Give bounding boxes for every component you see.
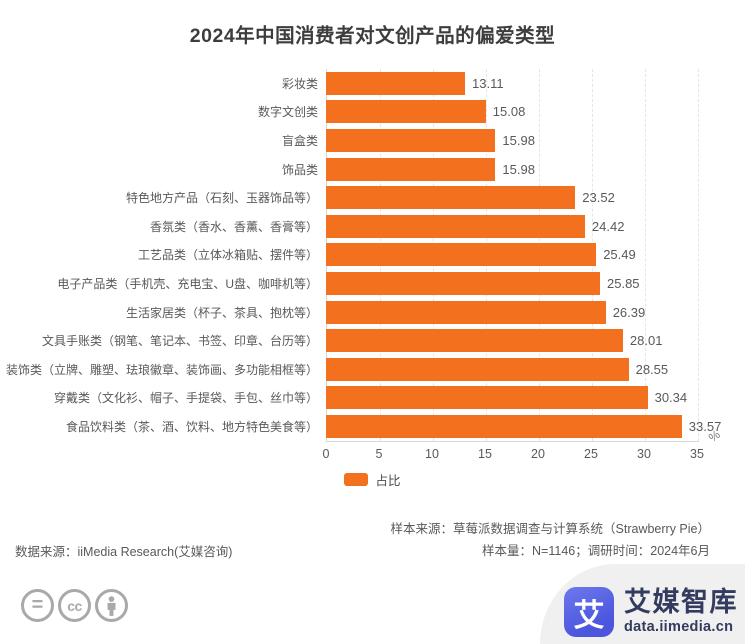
bar (326, 329, 623, 353)
value-label: 25.49 (603, 247, 636, 263)
bar-row: 香氛类（香水、香薰、香膏等） 24.42 (0, 212, 745, 241)
legend: 占比 (0, 470, 745, 489)
value-label: 28.55 (635, 361, 669, 377)
bar (326, 357, 629, 381)
bar-row: 彩妆类 13.11 (0, 69, 745, 98)
bar (326, 271, 600, 295)
value-label: 13.11 (472, 75, 504, 91)
bar-row: 盲盒类 15.98 (0, 126, 745, 155)
value-label: 28.01 (629, 333, 663, 349)
bar-row: 特色地方产品（石刻、玉器饰品等） 23.52 (0, 183, 745, 212)
value-label: 15.98 (502, 132, 535, 148)
bar-row: 文具手账类（钢笔、笔记本、书签、印章、台历等） 28.01 (0, 326, 745, 355)
bar (326, 100, 486, 124)
bar-row: 生活家居类（杯子、茶具、抱枕等） 26.39 (0, 298, 745, 327)
x-tick-label: 5 (375, 447, 383, 461)
brand-name: 艾媒智库 (624, 587, 738, 617)
category-label: 装饰类（立牌、雕塑、珐琅徽章、装饰画、多功能相框等） (5, 362, 318, 377)
brand-domain: data.iimedia.cn (624, 619, 734, 635)
category-label: 盲盒类 (281, 133, 318, 148)
bar (326, 414, 682, 438)
cc-license-icons: = cc (21, 589, 128, 622)
value-label: 24.42 (591, 218, 625, 234)
category-label: 特色地方产品（石刻、玉器饰品等） (125, 191, 318, 206)
equals-icon: = (21, 589, 54, 622)
bar (326, 243, 597, 267)
category-label: 生活家居类（杯子、茶具、抱枕等） (125, 305, 318, 320)
legend-label: 占比 (375, 474, 401, 488)
value-label: 15.98 (502, 161, 535, 177)
value-label: 25.85 (607, 275, 640, 291)
x-tick-label: 10 (425, 447, 439, 461)
category-label: 数字文创类 (257, 105, 318, 120)
iimedia-logo-icon: 艾 (564, 587, 614, 637)
bar (326, 386, 648, 410)
category-label: 彩妆类 (281, 76, 318, 91)
legend-swatch (344, 473, 369, 486)
gridline (698, 69, 699, 441)
value-label: 23.52 (582, 190, 615, 206)
gridline (645, 69, 646, 441)
cc-icon: cc (58, 589, 91, 622)
x-tick-label: 15 (478, 447, 492, 461)
value-label: 15.08 (492, 104, 526, 120)
x-tick-label: 35 (690, 447, 704, 461)
bar (326, 214, 585, 238)
bar-row: 装饰类（立牌、雕塑、珐琅徽章、装饰画、多功能相框等） 28.55 (0, 355, 745, 384)
category-label: 文具手账类（钢笔、笔记本、书签、印章、台历等） (41, 334, 318, 349)
bar-rows: 彩妆类 13.11 数字文创类 15.08 盲盒类 15.98 饰品类 15.98 特色地方产品… (0, 69, 745, 441)
bar-row: 穿戴类（文化衫、帽子、手提袋、手包、丝巾等） 30.34 (0, 384, 745, 413)
x-tick-label: 0 (322, 447, 330, 461)
sample-size-note: 样本量：N=1146；调研时间：2024年6月 (482, 544, 710, 558)
brand-logo: 艾 艾媒智库 data.iimedia.cn (564, 587, 738, 637)
bar (326, 71, 465, 95)
data-source-note: 数据来源：iiMedia Research(艾媒咨询) (15, 545, 233, 559)
sample-source-note: 样本来源：草莓派数据调查与计算系统（Strawberry Pie） (390, 522, 710, 536)
x-tick-label: 30 (637, 447, 651, 461)
bar-row: 电子产品类（手机壳、充电宝、U盘、咖啡机等） 25.85 (0, 269, 745, 298)
bar-row: 食品饮料类（茶、酒、饮料、地方特色美食等） 33.57 (0, 412, 745, 441)
category-label: 工艺品类（立体冰箱贴、摆件等） (137, 248, 318, 263)
x-axis-ticks: 0 5 10 15 20 25 30 35 (0, 447, 745, 463)
category-label: 食品饮料类（茶、酒、饮料、地方特色美食等） (65, 419, 318, 434)
value-label: 30.34 (654, 390, 688, 406)
value-label: 26.39 (612, 304, 646, 320)
category-label: 香氛类（香水、香薰、香膏等） (149, 219, 318, 234)
bar-row: 饰品类 15.98 (0, 155, 745, 184)
category-label: 电子产品类（手机壳、充电宝、U盘、咖啡机等） (57, 276, 318, 291)
x-tick-label: 20 (531, 447, 545, 461)
bar (326, 300, 606, 324)
bar (326, 157, 496, 181)
person-icon (95, 589, 128, 622)
chart-title: 2024年中国消费者对文创产品的偏爱类型 (189, 25, 556, 47)
category-label: 饰品类 (281, 162, 318, 177)
value-label: 33.57 (688, 418, 722, 434)
x-tick-label: 25 (584, 447, 598, 461)
bar (326, 186, 576, 210)
bar-row: 工艺品类（立体冰箱贴、摆件等） 25.49 (0, 241, 745, 270)
category-label: 穿戴类（文化衫、帽子、手提袋、手包、丝巾等） (53, 391, 318, 406)
bar (326, 128, 496, 152)
bar-row: 数字文创类 15.08 (0, 98, 745, 127)
